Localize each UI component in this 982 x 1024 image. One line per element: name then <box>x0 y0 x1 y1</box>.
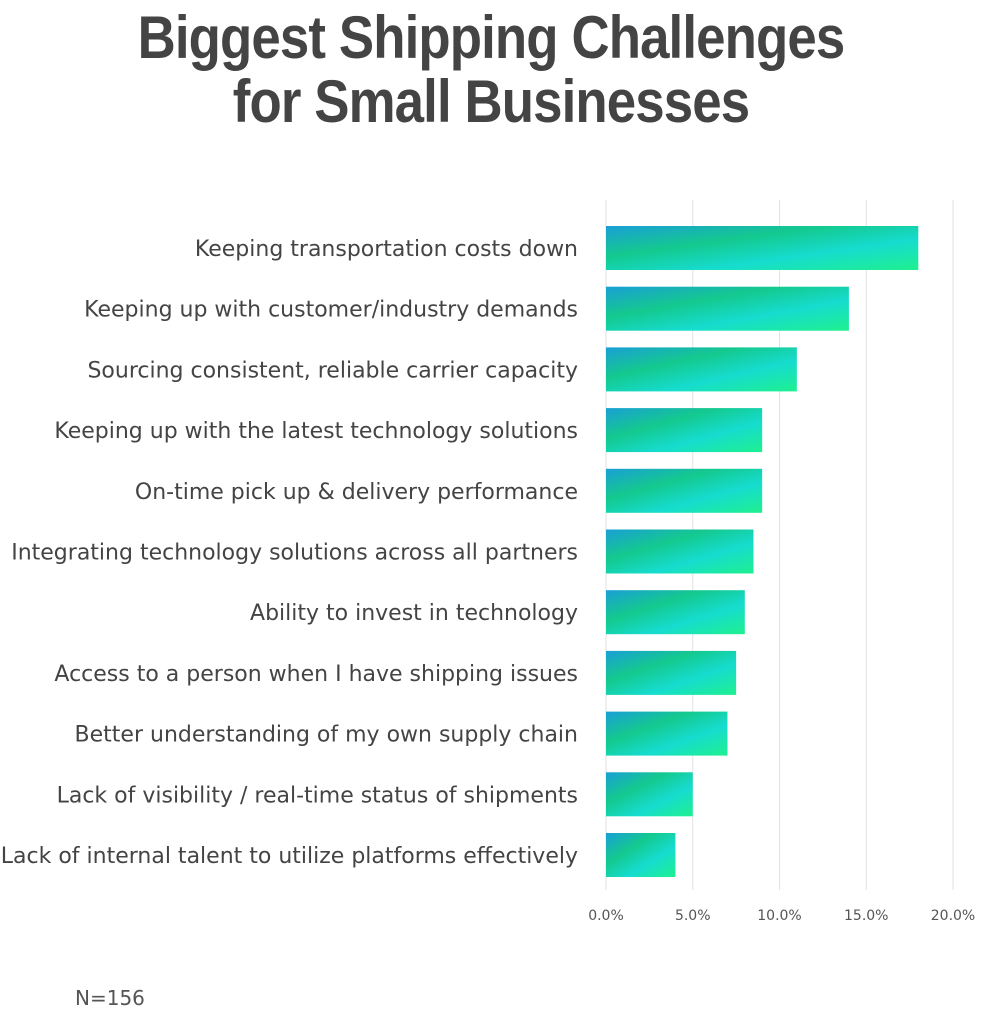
category-label: Better understanding of my own supply ch… <box>75 723 578 748</box>
x-tick-label: 15.0% <box>844 908 888 924</box>
bar <box>606 650 737 695</box>
sample-size-note: N=156 <box>75 986 145 1010</box>
bar <box>606 347 797 392</box>
category-label: Keeping up with the latest technology so… <box>54 419 578 444</box>
bar <box>606 286 849 331</box>
category-label: Keeping transportation costs down <box>195 237 578 262</box>
chart-title: Biggest Shipping Challenges for Small Bu… <box>59 6 923 134</box>
category-label: Sourcing consistent, reliable carrier ca… <box>87 358 578 383</box>
bar <box>606 226 919 270</box>
x-tick-label: 10.0% <box>757 908 801 924</box>
category-label: Access to a person when I have shipping … <box>54 662 578 687</box>
x-tick-label: 5.0% <box>675 908 711 924</box>
bar <box>606 590 745 635</box>
chart-title-line-1: Biggest Shipping Challenges <box>137 4 846 71</box>
category-label: Ability to invest in technology <box>250 601 578 626</box>
bar <box>606 833 676 877</box>
bar <box>606 711 728 756</box>
chart-title-line-2: for Small Businesses <box>232 68 750 135</box>
x-tick-label: 0.0% <box>588 908 624 924</box>
category-label: Lack of internal talent to utilize platf… <box>1 844 578 869</box>
category-label: Lack of visibility / real-time status of… <box>57 783 578 808</box>
category-label: Keeping up with customer/industry demand… <box>84 298 578 323</box>
bar <box>606 468 763 513</box>
category-label: On-time pick up & delivery performance <box>135 480 578 505</box>
category-label: Integrating technology solutions across … <box>11 541 578 566</box>
bar <box>606 772 693 817</box>
bar <box>606 529 754 574</box>
bar <box>606 408 763 453</box>
x-tick-label: 20.0% <box>931 908 975 924</box>
